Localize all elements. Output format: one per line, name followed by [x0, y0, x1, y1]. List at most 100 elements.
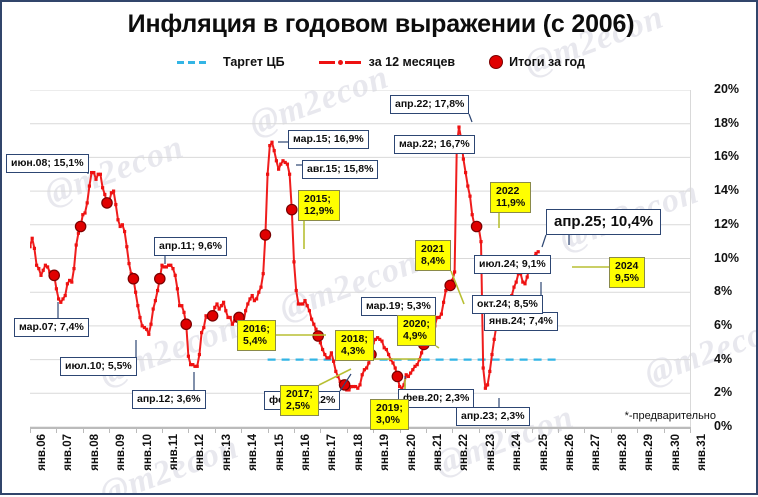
legend-item-12month[interactable]: за 12 месяцев — [318, 55, 456, 69]
callout-line: 2,5% — [286, 400, 310, 413]
y-axis-label: 10% — [714, 250, 740, 265]
y-axis-label: 14% — [714, 183, 740, 198]
callout-y2018: 2018; 4,3% — [335, 330, 374, 362]
x-axis-label: янв.11 — [168, 434, 180, 471]
legend-label: Таргет ЦБ — [223, 55, 285, 69]
callout-line: 5,4% — [243, 335, 267, 348]
callout-line: 2017; — [286, 388, 313, 400]
x-axis-label: янв.09 — [115, 434, 128, 471]
chart-title: Инфляция в годовом выражении (с 2006) — [127, 10, 635, 38]
x-axis-tick — [346, 427, 348, 433]
callout-avg15: авг.15; 15,8% — [302, 160, 379, 180]
callout-yan24: янв.24; 7,4% — [484, 312, 558, 332]
callout-line: 2019; — [376, 402, 403, 414]
x-axis-label: янв.08 — [88, 434, 101, 471]
y-axis-label: 16% — [714, 149, 740, 164]
y-axis-label: 8% — [714, 284, 733, 299]
x-axis-label: янв.28 — [616, 434, 629, 471]
callout-line: 12,9% — [304, 205, 334, 218]
x-axis-tick — [610, 427, 612, 433]
callout-line: 2022 — [496, 185, 520, 197]
x-axis-tick — [452, 427, 454, 433]
x-axis-tick — [188, 427, 190, 433]
x-axis-tick — [320, 427, 322, 433]
x-axis-label: янв.25 — [537, 434, 550, 471]
x-axis-label: янв.30 — [669, 434, 682, 471]
callout-line: 2015; — [304, 193, 331, 205]
callout-y2020: 2020; 4,9% — [397, 315, 436, 347]
callout-line: 2021 — [421, 243, 445, 255]
dashed-line-icon — [177, 57, 217, 67]
callout-apr23: апр.23; 2,3% — [456, 407, 530, 427]
y-axis-label: 4% — [714, 351, 733, 366]
callout-line: 9,5% — [615, 272, 639, 285]
chart-legend: Таргет ЦБ за 12 месяцев Итоги за год — [2, 55, 758, 69]
callout-apr12: апр.12; 3,6% — [132, 390, 206, 410]
callout-line: 3,0% — [376, 414, 400, 427]
x-axis-tick — [241, 427, 243, 433]
callout-y2017: 2017; 2,5% — [280, 385, 319, 417]
x-axis-line — [30, 427, 690, 429]
x-axis-tick — [505, 427, 507, 433]
x-axis-tick — [82, 427, 84, 433]
x-axis-label: янв.12 — [194, 434, 207, 471]
x-axis-label: янв.26 — [564, 434, 576, 471]
callout-iyul24: июл.24; 9,1% — [474, 255, 551, 275]
x-axis-tick — [294, 427, 295, 433]
x-axis-label: янв.21 — [432, 434, 444, 471]
x-axis-tick — [267, 427, 269, 433]
x-axis-label: янв.29 — [643, 434, 656, 471]
callout-iyul10: июл.10; 5,5% — [60, 357, 137, 377]
callout-apr22: апр.22; 17,8% — [390, 95, 470, 115]
callout-y2019: 2019; 3,0% — [370, 399, 409, 431]
callout-mar15: мар.15; 16,9% — [288, 130, 369, 150]
x-axis-label: янв.10 — [141, 434, 154, 471]
y-axis-line — [690, 90, 691, 427]
callout-line: 2016; — [243, 323, 270, 335]
x-axis-label: янв.13 — [220, 434, 233, 471]
line-dot-icon — [318, 57, 363, 67]
callout-line: 4,9% — [403, 330, 427, 343]
callout-y2021: 2021 8,4% — [415, 240, 451, 272]
x-axis-label: янв.22 — [458, 434, 471, 471]
x-axis-label: янв.15 — [273, 434, 286, 471]
callout-y2022: 2022 11,9% — [490, 182, 532, 214]
callout-mar07: мар.07; 7,4% — [14, 318, 89, 338]
callout-okt24: окт.24; 8,5% — [472, 295, 543, 315]
x-axis-label: янв.27 — [590, 434, 603, 471]
x-axis-tick — [637, 427, 639, 433]
legend-label: за 12 месяцев — [368, 55, 456, 69]
legend-item-yearly[interactable]: Итоги за год — [489, 55, 585, 69]
x-axis-tick — [584, 427, 586, 433]
callout-y2015: 2015; 12,9% — [298, 190, 340, 222]
callout-line: 8,4% — [421, 255, 445, 268]
callout-apr25: апр.25; 10,4% — [546, 209, 662, 236]
x-axis-label: янв.20 — [405, 434, 418, 471]
callout-y2024: 2024 9,5% — [609, 257, 645, 289]
legend-item-target[interactable]: Таргет ЦБ — [177, 55, 285, 69]
x-axis-tick — [109, 427, 111, 433]
x-axis-tick — [558, 427, 559, 433]
callout-line: 2024 — [615, 260, 639, 272]
x-axis-label: янв.06 — [36, 434, 48, 471]
x-axis-tick — [478, 427, 480, 433]
legend-label: Итоги за год — [509, 55, 585, 69]
callout-apr11: апр.11; 9,6% — [154, 237, 227, 257]
x-axis-label: янв.14 — [247, 434, 260, 471]
callout-mar22: мар.22; 16,7% — [394, 135, 475, 155]
callout-line: 11,9% — [496, 197, 526, 210]
x-axis-label: янв.24 — [511, 434, 524, 471]
callout-line: 2020; — [403, 318, 430, 330]
x-axis-label: янв.16 — [300, 434, 312, 471]
footnote: *-предварительно — [624, 410, 716, 422]
callout-fev20: фев.20; 2,3% — [398, 389, 475, 409]
callout-line: 2018; — [341, 333, 368, 345]
callout-iyun08: июн.08; 15,1% — [6, 154, 89, 174]
y-axis-label: 18% — [714, 115, 740, 130]
x-axis-tick — [162, 427, 163, 433]
y-axis-label: 20% — [714, 82, 740, 96]
x-axis-label: янв.18 — [352, 434, 365, 471]
filled-circle-icon — [489, 55, 504, 69]
x-axis-label: янв.31 — [696, 434, 708, 471]
x-axis-tick — [214, 427, 216, 433]
